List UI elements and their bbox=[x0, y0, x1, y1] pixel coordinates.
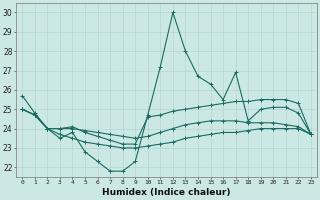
X-axis label: Humidex (Indice chaleur): Humidex (Indice chaleur) bbox=[102, 188, 231, 197]
